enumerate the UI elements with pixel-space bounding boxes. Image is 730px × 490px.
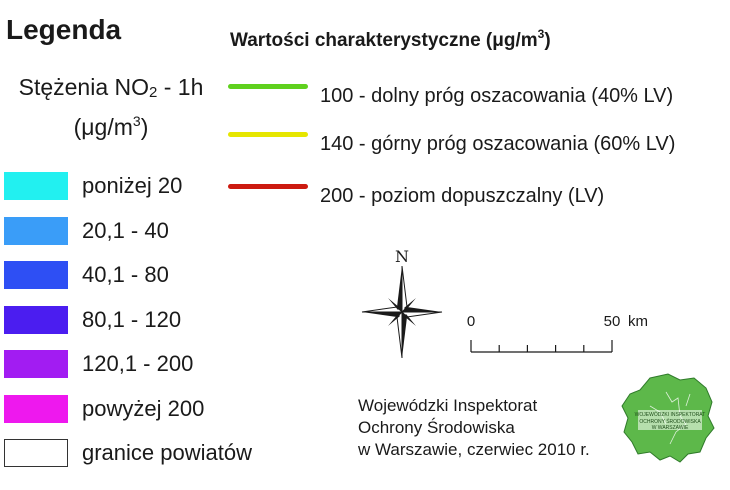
concentration-title-line: Stężenia NO2 - 1h [18, 74, 204, 101]
scale-bar: 0 50 km [467, 313, 648, 353]
scale-end-label: 50 [604, 313, 621, 330]
threshold-line [228, 132, 308, 137]
credits-line: Wojewódzki Inspektorat [358, 396, 538, 415]
compass-rose-icon: N [361, 248, 443, 358]
legend-class-label: 80,1 - 120 [82, 307, 182, 332]
wios-logo-icon: WOJEWÓDZKI INSPEKTORAT OCHRONY ŚRODOWISK… [621, 373, 715, 463]
legend-class-label: powyżej 200 [82, 396, 205, 421]
legend-class-label: granice powiatów [82, 440, 252, 465]
legend-swatch [4, 172, 68, 200]
characteristic-values-title: Wartości charakterystyczne (μg/m3) [230, 27, 551, 51]
scale-unit-label: km [628, 313, 648, 330]
legend-class-label: poniżej 20 [82, 173, 183, 198]
threshold-label: 200 - poziom dopuszczalny (LV) [320, 185, 605, 207]
logo-text-2: OCHRONY ŚRODOWISKA [639, 417, 701, 425]
scale-start-label: 0 [467, 313, 475, 330]
north-label: N [395, 248, 409, 266]
threshold-label: 140 - górny próg oszacowania (60% LV) [320, 133, 676, 155]
legend-swatch [4, 261, 68, 289]
credits: Wojewódzki Inspektorat Ochrony Środowiska… [358, 395, 590, 461]
threshold-line [228, 184, 308, 189]
legend-swatch [4, 395, 68, 423]
legend-swatch [4, 439, 68, 467]
concentration-unit: (μg/m3) [73, 113, 149, 140]
legend-class-label: 40,1 - 80 [82, 262, 169, 287]
legend-swatch [4, 306, 68, 334]
legend-swatch [4, 217, 68, 245]
logo-text-1: WOJEWÓDZKI INSPEKTORAT [635, 411, 706, 418]
legend-class-label: 120,1 - 200 [82, 351, 194, 376]
legend-title: Legenda [6, 14, 122, 45]
concentration-title: Stężenia NO2 - 1h (μg/m3) [6, 70, 216, 144]
threshold-label: 100 - dolny próg oszacowania (40% LV) [320, 85, 674, 107]
credits-line: w Warszawie, czerwiec 2010 r. [358, 440, 590, 459]
logo-text-3: W WARSZAWIE [652, 425, 689, 431]
legend-swatch [4, 350, 68, 378]
legend-class-label: 20,1 - 40 [82, 218, 169, 243]
credits-line: Ochrony Środowiska [358, 418, 515, 437]
threshold-line [228, 84, 308, 89]
